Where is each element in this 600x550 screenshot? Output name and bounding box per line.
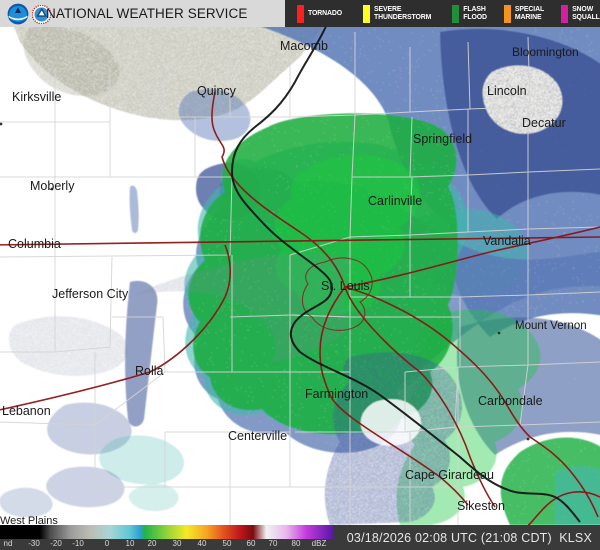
- svg-text:Carlinville: Carlinville: [368, 194, 422, 208]
- svg-text:Decatur: Decatur: [522, 116, 566, 130]
- svg-text:Jefferson City: Jefferson City: [52, 287, 129, 301]
- svg-text:Mount Vernon: Mount Vernon: [515, 320, 587, 332]
- svg-text:Moberly: Moberly: [30, 179, 75, 193]
- svg-text:Vandalia: Vandalia: [483, 234, 531, 248]
- svg-text:Kirksville: Kirksville: [12, 90, 61, 104]
- svg-text:Quincy: Quincy: [197, 84, 237, 98]
- svg-text:Farmington: Farmington: [305, 387, 368, 401]
- svg-text:Cape Girardeau: Cape Girardeau: [405, 468, 494, 482]
- svg-text:Rolla: Rolla: [135, 364, 164, 378]
- svg-text:Springfield: Springfield: [413, 132, 472, 146]
- svg-text:Lincoln: Lincoln: [487, 84, 527, 98]
- svg-text:Lebanon: Lebanon: [2, 404, 51, 418]
- svg-text:Macomb: Macomb: [280, 39, 328, 53]
- svg-text:West Plains: West Plains: [0, 515, 58, 525]
- svg-text:Centerville: Centerville: [228, 429, 287, 443]
- svg-text:Columbia: Columbia: [8, 237, 61, 251]
- svg-text:Sikeston: Sikeston: [457, 499, 505, 513]
- svg-text:Carbondale: Carbondale: [478, 394, 543, 408]
- svg-text:St. Louis: St. Louis: [321, 279, 370, 293]
- svg-text:Bloomington: Bloomington: [512, 45, 579, 59]
